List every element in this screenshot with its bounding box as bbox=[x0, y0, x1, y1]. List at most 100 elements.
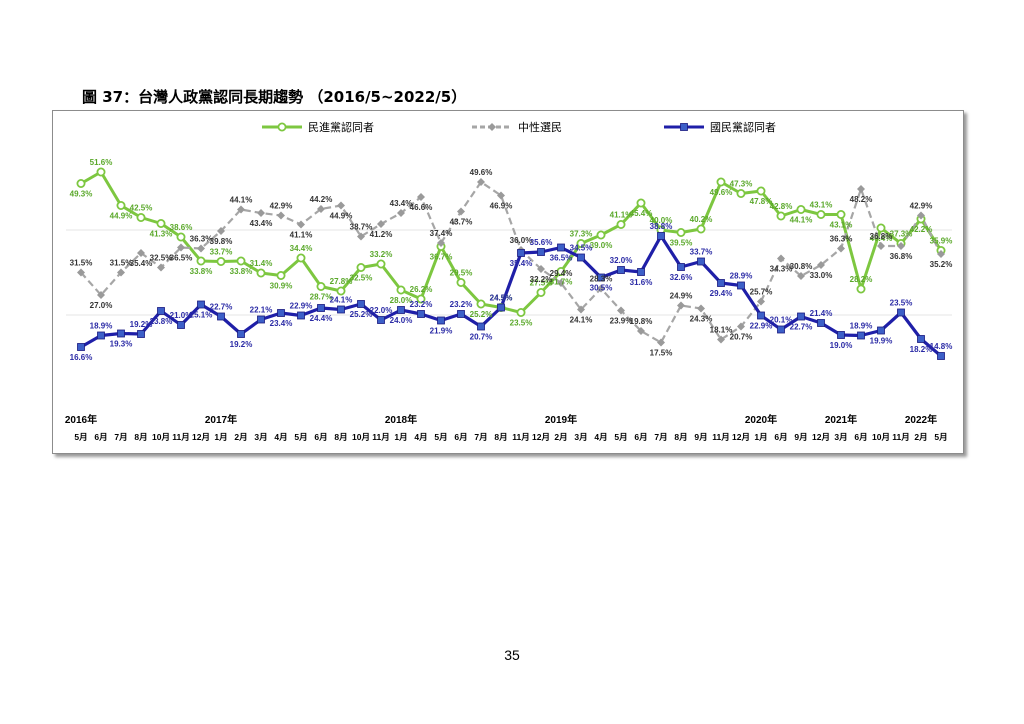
series-1-label-2: 31.5% bbox=[110, 259, 133, 268]
series-0-label-4: 41.3% bbox=[150, 230, 173, 239]
series-0-label-23: 27.5% bbox=[530, 279, 553, 288]
x-tick-label-1: 6月 bbox=[94, 432, 107, 442]
series-2-label-26: 30.5% bbox=[590, 284, 613, 293]
x-tick-label-32: 11月 bbox=[712, 432, 730, 442]
series-1-label-38: 36.3% bbox=[830, 235, 853, 244]
series-0-point-23 bbox=[536, 287, 546, 297]
series-0-label-7: 33.7% bbox=[210, 248, 233, 257]
x-tick-label-37: 12月 bbox=[812, 432, 830, 442]
x-tick-label-24: 2月 bbox=[554, 432, 567, 442]
series-0-label-40: 40.4% bbox=[870, 234, 893, 243]
series-1-point-19 bbox=[457, 207, 465, 216]
series-0-point-7 bbox=[216, 256, 226, 266]
series-1-point-41 bbox=[897, 242, 905, 250]
series-2-label-10: 23.4% bbox=[270, 319, 293, 328]
x-tick-label-11: 5月 bbox=[294, 432, 307, 442]
series-1-point-16 bbox=[397, 209, 405, 217]
series-2-point-0 bbox=[77, 343, 85, 351]
series-0-label-3: 42.5% bbox=[130, 204, 153, 213]
series-2-label-11: 22.9% bbox=[290, 302, 313, 311]
series-1-point-28 bbox=[637, 327, 645, 335]
series-1-point-12 bbox=[317, 205, 325, 213]
series-1-label-17: 46.6% bbox=[410, 203, 433, 212]
series-1-point-36 bbox=[797, 272, 805, 280]
x-tick-label-34: 1月 bbox=[754, 432, 767, 442]
series-1-label-26: 28.3% bbox=[590, 275, 613, 284]
legend-marker-1 bbox=[488, 123, 496, 131]
series-1-label-13: 44.9% bbox=[330, 212, 353, 221]
series-1-label-0: 31.5% bbox=[70, 259, 93, 268]
series-2-label-13: 24.1% bbox=[330, 296, 353, 305]
series-0-label-9: 31.4% bbox=[250, 259, 273, 268]
series-0-label-37: 43.1% bbox=[810, 201, 833, 210]
x-tick-label-17: 4月 bbox=[414, 432, 427, 442]
series-0-point-35 bbox=[776, 211, 786, 221]
series-2-point-18 bbox=[437, 316, 445, 325]
series-1-label-11: 41.1% bbox=[290, 231, 313, 240]
series-2-point-21 bbox=[497, 303, 505, 312]
series-2-label-38: 19.0% bbox=[830, 341, 853, 350]
series-1-label-10: 42.9% bbox=[270, 202, 293, 211]
series-0-label-32: 49.6% bbox=[710, 188, 733, 197]
series-2-point-34 bbox=[757, 311, 765, 320]
series-1-label-37: 33.0% bbox=[810, 271, 833, 280]
year-label-1: 2017年 bbox=[205, 413, 237, 426]
series-2-label-22: 35.4% bbox=[510, 259, 533, 268]
series-2-label-42: 18.2% bbox=[910, 345, 933, 354]
series-1-label-4: 32.5% bbox=[150, 254, 173, 263]
series-2-point-36 bbox=[797, 312, 805, 321]
series-1-point-43 bbox=[937, 250, 945, 258]
series-1-point-20 bbox=[477, 178, 485, 186]
series-1-label-8: 44.1% bbox=[230, 196, 253, 205]
series-0-label-5: 38.6% bbox=[170, 223, 193, 232]
series-1-point-9 bbox=[257, 209, 265, 217]
series-0-point-26 bbox=[596, 230, 606, 240]
x-tick-label-30: 8月 bbox=[674, 432, 687, 442]
x-tick-label-38: 3月 bbox=[834, 432, 847, 442]
x-tick-label-0: 5月 bbox=[74, 432, 87, 442]
series-1-point-33 bbox=[737, 322, 745, 331]
series-2-label-23: 35.6% bbox=[530, 238, 553, 247]
series-0-label-19: 29.5% bbox=[450, 269, 473, 278]
x-tick-label-36: 9月 bbox=[794, 432, 807, 442]
series-1-label-18: 37.4% bbox=[430, 229, 453, 238]
x-tick-label-42: 2月 bbox=[914, 432, 927, 442]
series-2-point-27 bbox=[617, 266, 625, 274]
series-2-point-5 bbox=[177, 321, 185, 329]
series-1-point-14 bbox=[357, 232, 365, 241]
series-1-label-28: 19.8% bbox=[630, 317, 653, 326]
series-2-label-31: 33.7% bbox=[690, 248, 713, 257]
series-2-point-30 bbox=[677, 263, 685, 271]
year-label-5: 2021年 bbox=[825, 413, 857, 426]
series-2-label-16: 24.0% bbox=[390, 316, 413, 325]
series-2-label-43: 14.8% bbox=[930, 342, 953, 351]
series-0-point-14 bbox=[356, 262, 366, 272]
series-1-point-0 bbox=[77, 268, 85, 277]
series-2-label-0: 16.6% bbox=[70, 353, 93, 362]
series-0-point-5 bbox=[176, 232, 186, 242]
series-2-label-14: 25.2% bbox=[350, 310, 373, 319]
series-1-label-35: 34.3% bbox=[770, 265, 793, 274]
series-2-label-20: 20.7% bbox=[470, 333, 493, 342]
series-2-label-9: 22.1% bbox=[250, 306, 273, 315]
series-0-label-28: 45.4% bbox=[630, 209, 653, 218]
series-1-point-38 bbox=[837, 244, 845, 253]
x-tick-label-10: 4月 bbox=[274, 432, 287, 442]
series-1-label-32: 18.1% bbox=[710, 326, 733, 335]
series-1-point-32 bbox=[717, 335, 725, 344]
x-tick-label-6: 12月 bbox=[192, 432, 210, 442]
series-line-1 bbox=[80, 180, 942, 344]
series-0-point-20 bbox=[476, 299, 486, 309]
series-2-label-17: 23.2% bbox=[410, 300, 433, 309]
series-0-label-31: 40.2% bbox=[690, 215, 713, 224]
series-1-label-6: 36.3% bbox=[190, 235, 213, 244]
x-tick-label-3: 8月 bbox=[134, 432, 147, 442]
series-2-point-41 bbox=[897, 308, 905, 317]
series-0-label-14: 32.5% bbox=[350, 274, 373, 283]
series-1-point-25 bbox=[577, 305, 585, 314]
series-0-label-15: 33.2% bbox=[370, 250, 393, 259]
series-1-point-8 bbox=[237, 205, 245, 214]
series-0-label-33: 47.3% bbox=[730, 180, 753, 189]
series-2-label-18: 21.9% bbox=[430, 327, 453, 336]
series-2-point-32 bbox=[717, 279, 725, 287]
